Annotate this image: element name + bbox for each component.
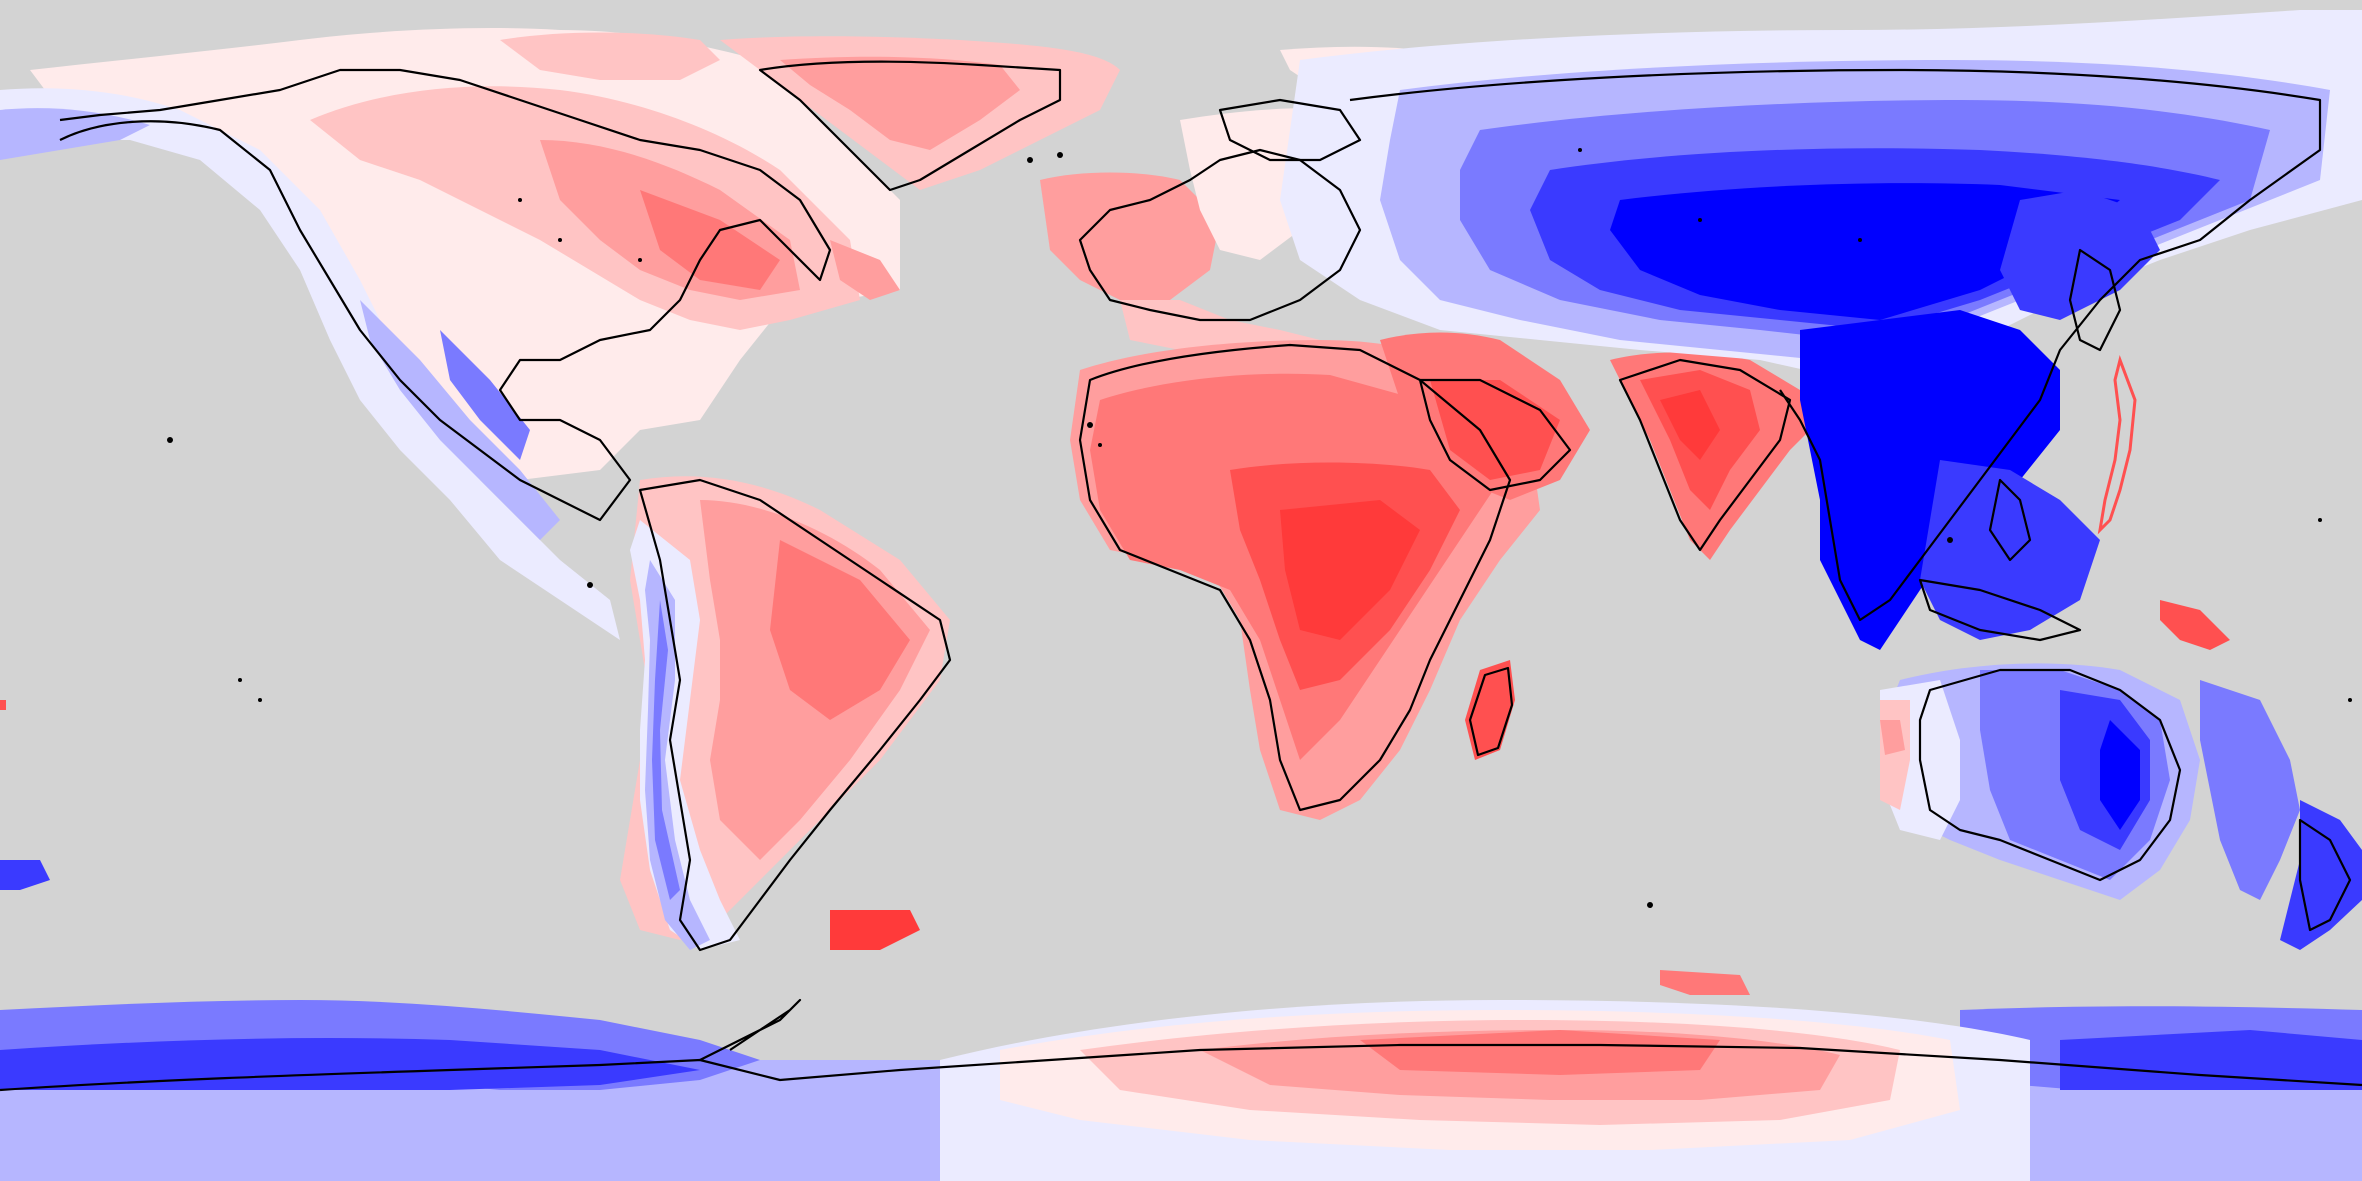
region-greenland (720, 36, 1120, 300)
region-misc (0, 700, 50, 890)
region-arabia (1380, 332, 1590, 500)
region-india (1610, 352, 1820, 560)
region-antarctica (0, 970, 2362, 1181)
region-asia (1280, 10, 2362, 650)
coastlines (0, 60, 2362, 1092)
region-south-america (620, 476, 950, 950)
region-africa (1070, 340, 1540, 820)
coastline-fragments (167, 148, 2352, 908)
region-north-america (0, 28, 900, 641)
